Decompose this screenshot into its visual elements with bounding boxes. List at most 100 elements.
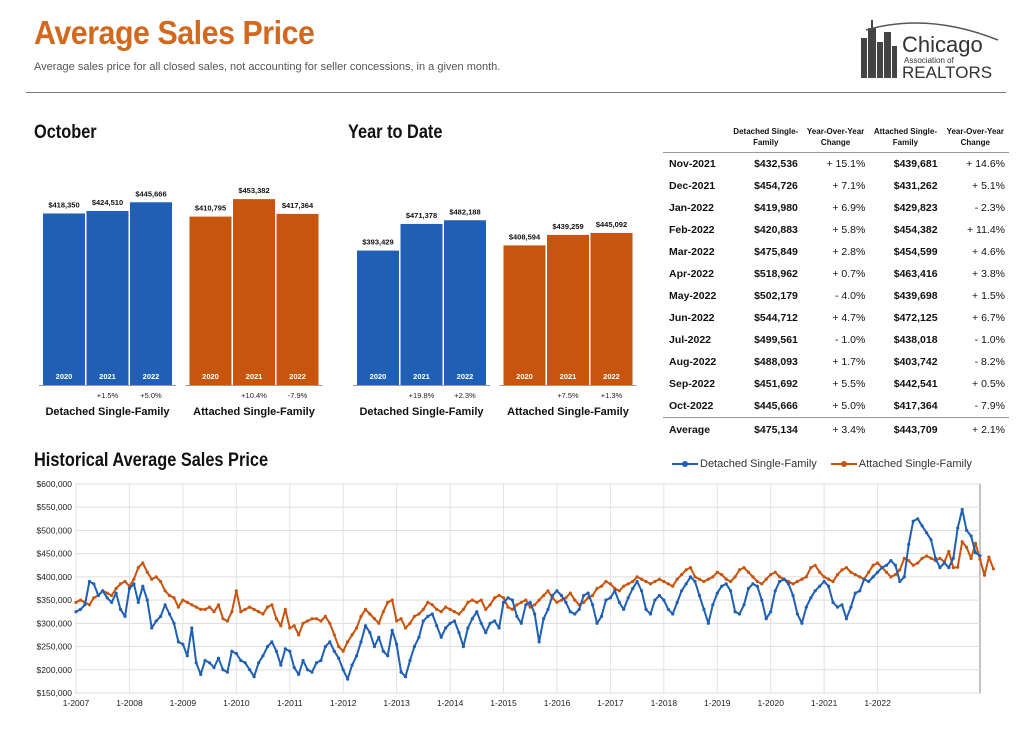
- data-point: [813, 563, 817, 567]
- data-point: [760, 598, 764, 602]
- data-point: [417, 612, 421, 616]
- data-point: [74, 610, 78, 614]
- bar-group-label: Attached Single-Family: [193, 406, 316, 418]
- data-point: [849, 605, 853, 609]
- data-point: [150, 626, 154, 630]
- bar-category-label: 2020: [202, 372, 219, 381]
- historical-line-chart: $150,000 $200,000 $250,000 $300,000 $350,000…: [37, 479, 996, 708]
- y-tick-label: $450,000: [37, 549, 73, 559]
- table-cell-detached-price: $419,980: [754, 202, 798, 214]
- table-cell-attached-price: $417,364: [893, 400, 938, 412]
- data-point: [154, 619, 158, 623]
- average-label: Average: [663, 417, 730, 442]
- table-cell-attached-price: $454,599: [893, 246, 938, 258]
- data-point: [613, 589, 617, 593]
- data-point: [871, 575, 875, 579]
- bar-change-label: +19.8%: [409, 391, 435, 400]
- data-point: [804, 605, 808, 609]
- data-point: [390, 628, 394, 632]
- data-point: [960, 540, 964, 544]
- data-point: [720, 584, 724, 588]
- data-point: [733, 575, 737, 579]
- data-point: [239, 658, 243, 663]
- data-point: [528, 600, 532, 604]
- data-point: [221, 668, 225, 672]
- data-point: [702, 579, 706, 584]
- table-cell-attached-change: + 3.8%: [972, 268, 1005, 280]
- table-row: Jun-2022 $544,712 + 4.7% $472,125 + 6.7%: [663, 307, 1009, 329]
- bar-category-label: 2022: [289, 372, 306, 381]
- data-point: [323, 614, 327, 618]
- bar-value-label: $424,510: [92, 198, 123, 207]
- data-point: [110, 593, 114, 598]
- data-point: [212, 665, 216, 670]
- data-point: [653, 579, 657, 584]
- data-point: [684, 568, 688, 572]
- x-tick-label: 1-2020: [757, 698, 784, 708]
- data-point: [368, 612, 372, 616]
- table-row: Sep-2022 $451,692 + 5.5% $442,541 + 0.5%: [663, 373, 1009, 395]
- data-point: [973, 541, 978, 545]
- data-point: [737, 612, 742, 616]
- x-tick-label: 1-2017: [597, 698, 624, 708]
- data-point: [697, 577, 702, 581]
- data-point: [537, 598, 541, 602]
- average-attached: $443,709: [869, 417, 942, 442]
- table-cell-attached-change: + 5.1%: [972, 180, 1005, 192]
- data-point: [969, 556, 973, 561]
- data-point: [234, 651, 238, 656]
- data-point: [190, 626, 194, 630]
- data-point: [136, 566, 140, 570]
- data-point: [475, 610, 479, 614]
- data-point: [640, 577, 644, 581]
- data-point: [145, 598, 149, 602]
- bar-category-label: 2021: [560, 372, 577, 381]
- data-point: [706, 577, 711, 581]
- data-point: [123, 579, 127, 584]
- data-point: [283, 647, 287, 651]
- bar-value-label: $453,382: [238, 186, 269, 195]
- data-point: [769, 573, 773, 577]
- data-point: [136, 600, 140, 604]
- data-point: [671, 612, 675, 616]
- table-cell-attached-price: $442,541: [893, 378, 938, 390]
- data-point: [737, 568, 742, 572]
- data-point: [751, 575, 755, 579]
- data-point: [355, 626, 359, 630]
- data-point: [150, 577, 154, 581]
- data-point: [965, 528, 969, 532]
- data-point: [546, 589, 550, 593]
- data-point: [332, 649, 336, 653]
- data-point: [893, 573, 898, 577]
- bar-category-label: 2021: [246, 372, 263, 381]
- y-tick-label: $300,000: [37, 618, 73, 628]
- table-cell-attached-price: $431,262: [893, 180, 938, 192]
- table-header-attached-change: Year-Over-Year Change: [946, 127, 1004, 147]
- data-point: [755, 579, 759, 584]
- data-point: [92, 582, 96, 586]
- data-point: [172, 621, 176, 625]
- data-point: [729, 579, 733, 584]
- table-cell-month: Jun-2022: [669, 312, 715, 324]
- data-point: [488, 621, 492, 625]
- data-point: [439, 610, 443, 614]
- data-point: [301, 621, 305, 625]
- data-point: [470, 617, 474, 621]
- data-point: [622, 584, 626, 588]
- data-point: [626, 596, 630, 600]
- data-point: [497, 593, 501, 598]
- data-point: [257, 661, 261, 665]
- x-tick-label: 1-2009: [170, 698, 197, 708]
- logo-realtors-text: REALTORS: [902, 63, 992, 82]
- data-point: [488, 603, 492, 607]
- bar-0-2: [130, 202, 172, 385]
- data-point: [840, 603, 844, 607]
- y-tick-label: $400,000: [37, 572, 73, 582]
- data-point: [403, 675, 408, 679]
- table-cell-detached-change: + 7.1%: [832, 180, 866, 192]
- y-tick-label: $550,000: [37, 502, 73, 512]
- bar-category-label: 2022: [143, 372, 160, 381]
- data-point: [533, 603, 537, 607]
- data-point: [167, 612, 172, 616]
- table-header-row: Detached Single-Family Year-Over-Year Ch…: [663, 124, 1009, 153]
